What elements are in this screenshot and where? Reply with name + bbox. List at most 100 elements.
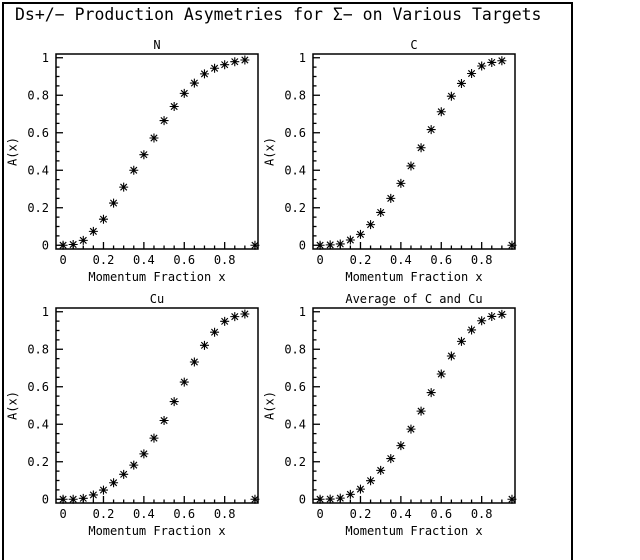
data-point-marker	[129, 165, 139, 175]
data-point-marker	[58, 494, 68, 504]
y-tick-label: 1	[299, 51, 306, 65]
x-axis-label: Momentum Fraction x	[345, 524, 483, 538]
data-point-marker	[426, 388, 436, 398]
data-point-marker	[240, 309, 250, 319]
y-tick-label: 1	[42, 305, 49, 319]
x-tick-label: 0	[316, 507, 323, 521]
data-point-marker	[210, 63, 220, 73]
data-point-marker	[446, 91, 456, 101]
plot-canvas-c: 0 0.2 0.4 0.6 0.8 0 0.2 0.4 0.6 0.8 1	[284, 51, 517, 267]
x-tick-label: 0.6	[430, 253, 452, 267]
data-point-marker	[507, 240, 517, 250]
y-tick-label: 1	[42, 51, 49, 65]
data-point-marker	[335, 493, 345, 503]
data-point-marker	[355, 229, 365, 239]
data-point-marker	[240, 55, 250, 65]
x-tick-label: 0.6	[430, 507, 452, 521]
x-axis-label: Momentum Fraction x	[345, 270, 483, 284]
y-tick-label: 0.2	[27, 201, 49, 215]
y-tick-label: 0	[42, 492, 49, 506]
page-border-right	[571, 2, 573, 560]
data-point-marker	[78, 235, 88, 245]
subplot-title: N	[153, 38, 161, 52]
data-point-marker	[88, 490, 98, 500]
data-point-marker	[436, 369, 446, 379]
data-points	[58, 55, 260, 250]
y-tick-label: 0.2	[27, 455, 49, 469]
data-point-marker	[109, 198, 119, 208]
data-point-marker	[129, 460, 139, 470]
subplot-c: C A(x) 0 0.2 0.4 0.6 0.8 0 0.2 0.4 0.6 0.8 1 Momen…	[263, 38, 525, 286]
data-point-marker	[467, 69, 477, 78]
data-point-marker	[199, 340, 209, 350]
x-tick-label: 0	[59, 253, 66, 267]
y-tick-label: 0	[299, 492, 306, 506]
x-tick-label: 0.6	[173, 253, 195, 267]
y-tick-label: 0.6	[284, 380, 306, 394]
subplot-title: Average of C and Cu	[345, 292, 483, 306]
data-point-marker	[179, 88, 189, 98]
data-point-marker	[169, 397, 179, 407]
data-points	[315, 56, 517, 250]
y-tick-label: 0.6	[284, 126, 306, 140]
data-point-marker	[325, 240, 335, 250]
subplot-average-c-cu: Average of C and Cu A(x) 0 0.2 0.4 0.6 0.8 0 0…	[263, 292, 525, 540]
x-axis-label: Momentum Fraction x	[88, 524, 226, 538]
subplot-title: C	[410, 38, 418, 52]
y-tick-label: 1	[299, 305, 306, 319]
data-point-marker	[139, 150, 149, 160]
tick-labels: 0 0.2 0.4 0.6 0.8 0 0.2 0.4 0.6 0.8 1	[27, 51, 235, 267]
page-border-left	[2, 2, 4, 560]
x-tick-label: 0.2	[350, 507, 372, 521]
data-point-marker	[497, 56, 507, 66]
data-point-marker	[386, 193, 396, 203]
data-point-marker	[416, 143, 426, 153]
y-tick-label: 0.8	[284, 342, 306, 356]
x-tick-label: 0.8	[471, 507, 493, 521]
data-point-marker	[189, 357, 199, 367]
data-point-marker	[199, 69, 209, 79]
subplot-title: Cu	[149, 292, 165, 306]
axis-ticks	[313, 57, 513, 249]
data-point-marker	[189, 78, 199, 88]
data-point-marker	[345, 489, 355, 499]
data-point-marker	[210, 327, 220, 337]
data-point-marker	[477, 316, 487, 326]
data-point-marker	[477, 61, 487, 71]
tick-labels: 0 0.2 0.4 0.6 0.8 0 0.2 0.4 0.6 0.8 1	[284, 305, 492, 521]
y-tick-label: 0.2	[284, 201, 306, 215]
y-tick-label: 0.8	[284, 88, 306, 102]
x-tick-label: 0	[316, 253, 323, 267]
plot-canvas-n: 0 0.2 0.4 0.6 0.8 0 0.2 0.4 0.6 0.8 1	[27, 51, 260, 267]
data-point-marker	[446, 351, 456, 361]
data-point-marker	[406, 161, 416, 171]
x-tick-label: 0.8	[214, 253, 236, 267]
subplot-n: N A(x) 0 0.2 0.4 0.6 0.8 0 0.2 0.4 0.6 0.8 1 Momen…	[6, 38, 268, 286]
x-tick-label: 0.2	[350, 253, 372, 267]
data-point-marker	[149, 133, 159, 143]
data-point-marker	[169, 102, 179, 111]
x-tick-label: 0.2	[93, 507, 115, 521]
data-point-marker	[345, 235, 355, 245]
data-point-marker	[78, 493, 88, 503]
figure-title: Ds+/− Production Asymetries for Σ− on Va…	[15, 5, 542, 24]
data-point-marker	[98, 485, 108, 495]
data-point-marker	[436, 107, 446, 117]
data-point-marker	[376, 207, 386, 217]
data-point-marker	[456, 78, 466, 88]
data-point-marker	[119, 469, 129, 479]
data-point-marker	[487, 311, 497, 321]
data-point-marker	[467, 325, 477, 335]
page-border-top	[2, 2, 572, 4]
tick-labels: 0 0.2 0.4 0.6 0.8 0 0.2 0.4 0.6 0.8 1	[284, 51, 492, 267]
data-point-marker	[366, 220, 376, 230]
data-point-marker	[58, 240, 68, 250]
y-tick-label: 0.8	[27, 88, 49, 102]
data-point-marker	[315, 240, 325, 250]
data-point-marker	[149, 433, 159, 443]
data-point-marker	[487, 57, 497, 67]
data-point-marker	[396, 178, 406, 188]
plot-frame	[312, 53, 516, 250]
data-point-marker	[426, 125, 436, 135]
